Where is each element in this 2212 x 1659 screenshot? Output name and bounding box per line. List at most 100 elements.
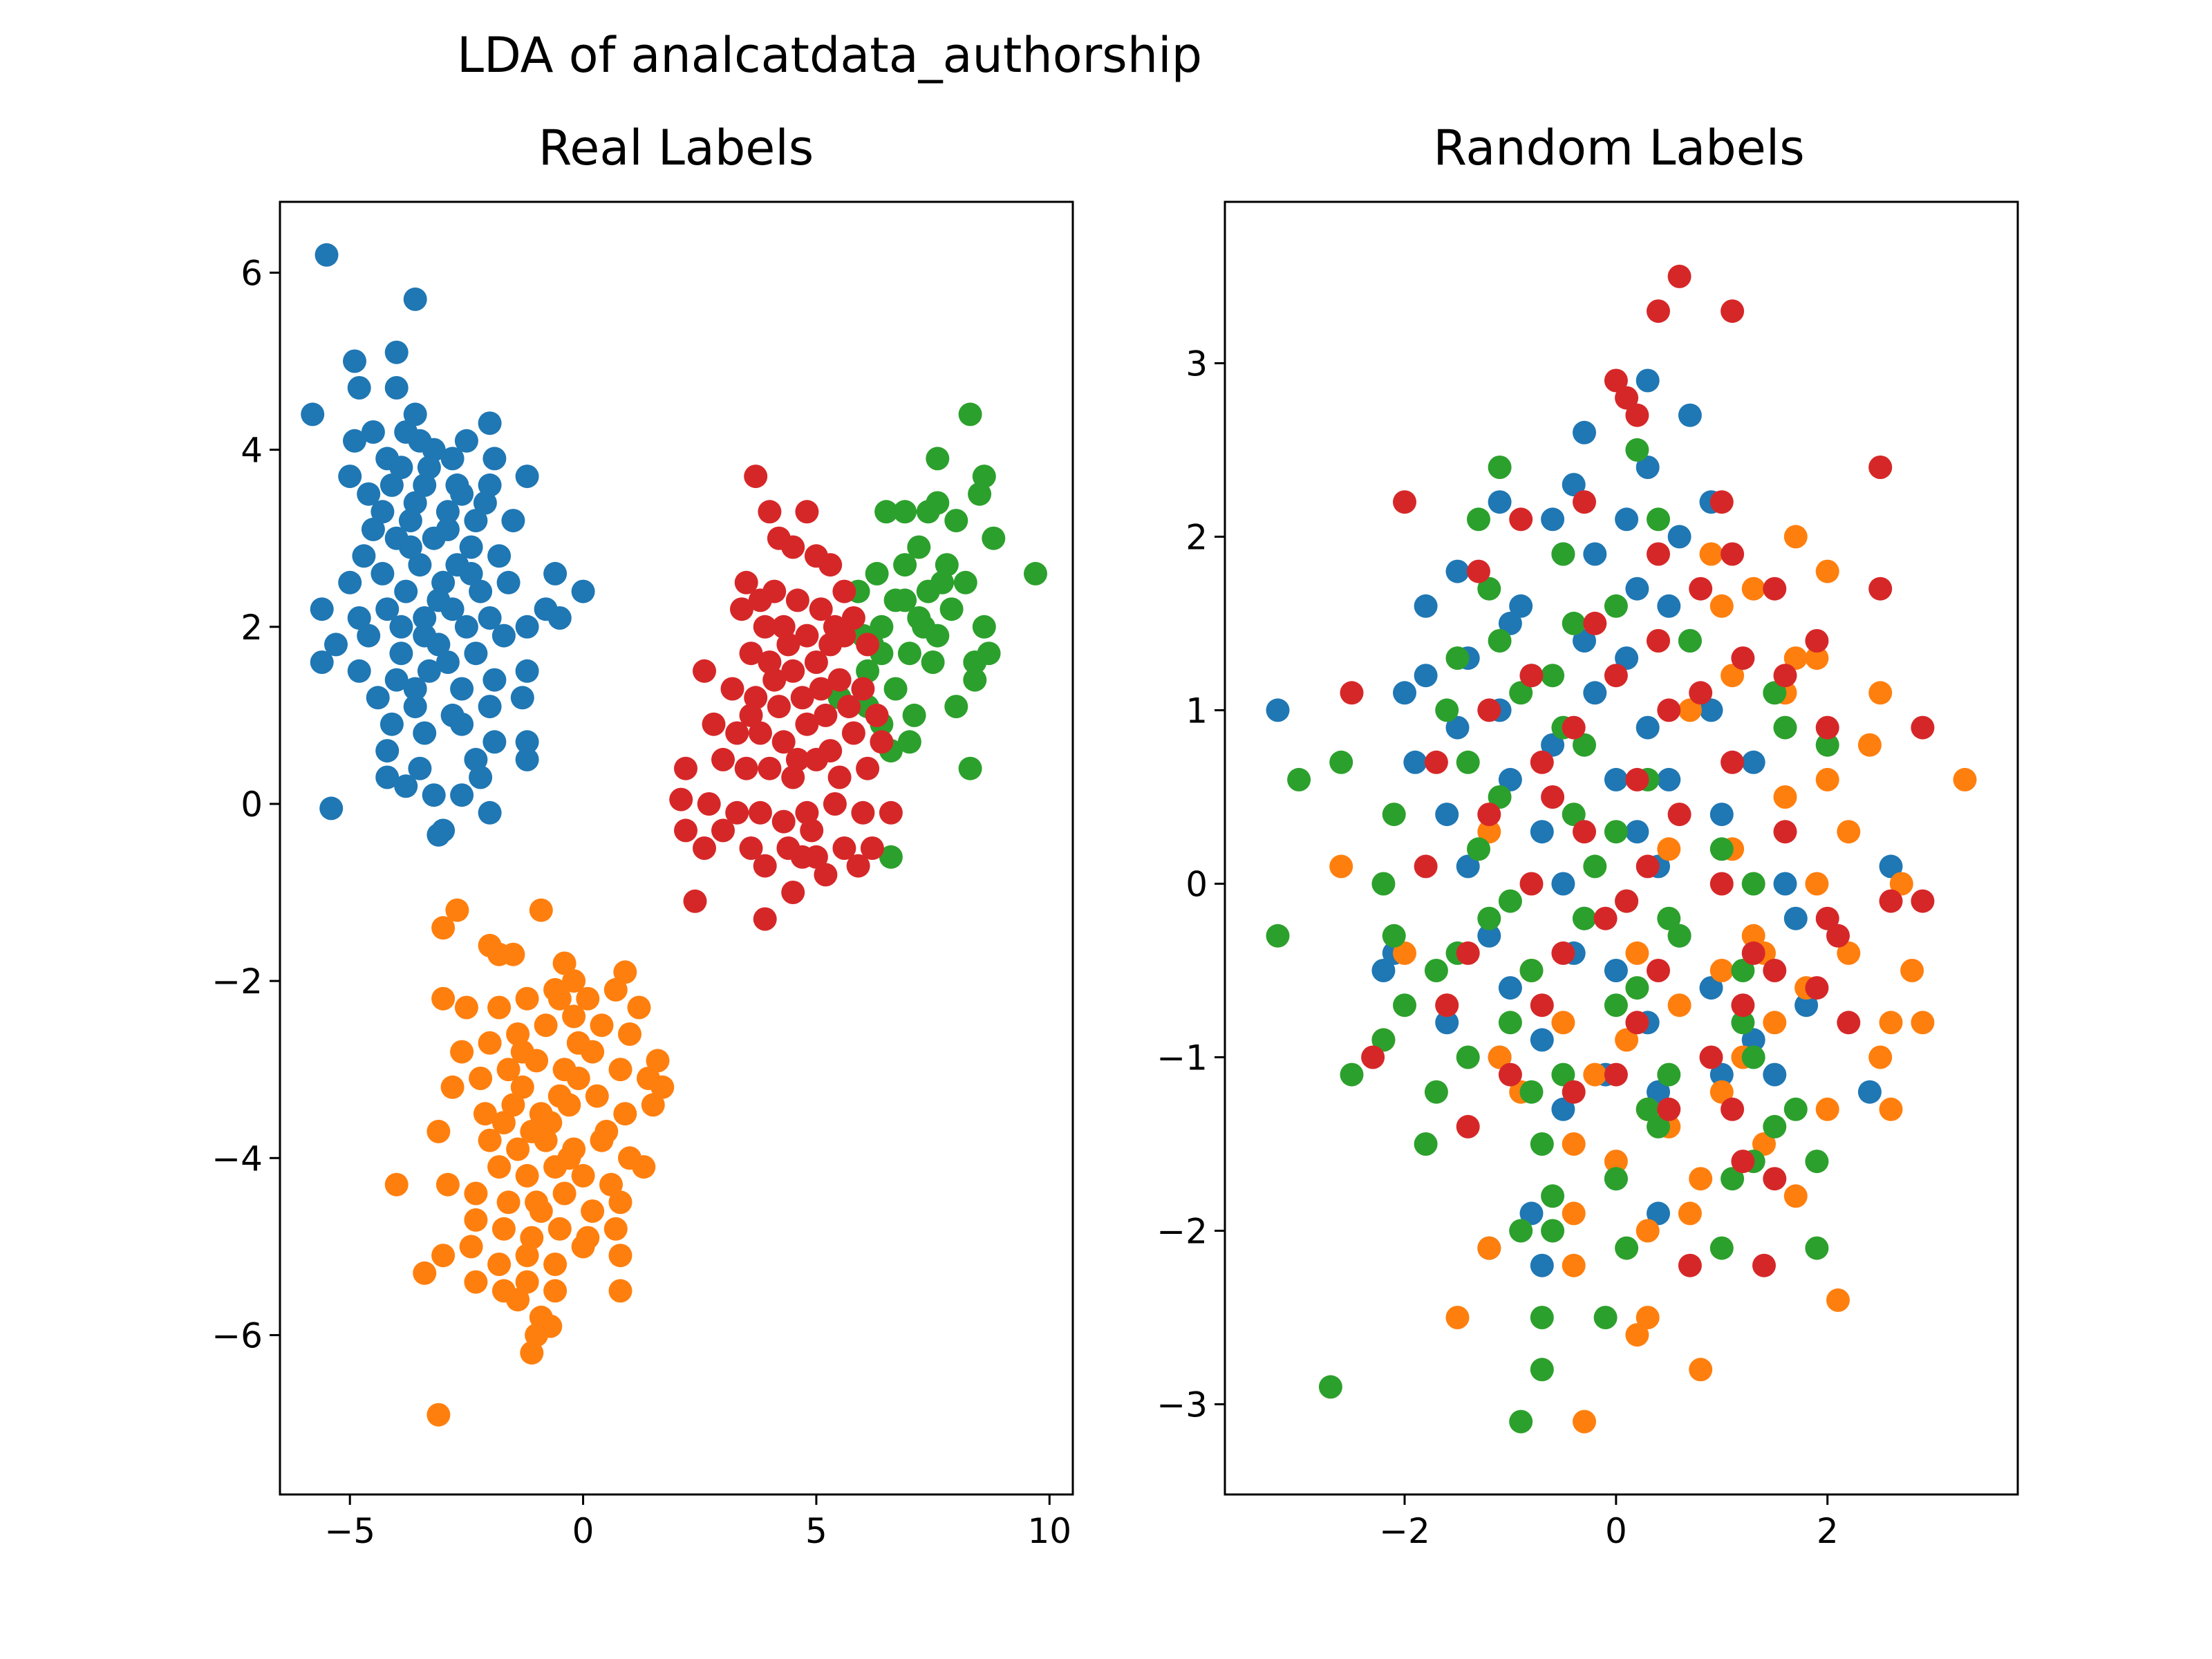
- data-point: [478, 1128, 502, 1152]
- data-point: [1721, 664, 1745, 688]
- data-point: [902, 703, 926, 727]
- data-point: [1635, 1219, 1660, 1243]
- data-point: [1699, 1045, 1723, 1069]
- data-point: [1857, 733, 1882, 757]
- data-point: [1709, 959, 1734, 982]
- data-point: [804, 650, 828, 674]
- data-point: [310, 597, 334, 621]
- data-point: [403, 491, 427, 515]
- data-point: [1647, 299, 1670, 324]
- data-point: [473, 1102, 497, 1126]
- y-tick-label: 6: [241, 253, 263, 293]
- data-point: [445, 473, 469, 497]
- data-point: [1635, 368, 1660, 393]
- data-point: [1783, 1184, 1808, 1208]
- data-point: [1709, 872, 1734, 896]
- data-point: [1741, 872, 1765, 896]
- data-point: [450, 677, 474, 701]
- data-point: [547, 986, 572, 1011]
- data-point: [669, 787, 693, 812]
- y-tick-label: 1: [1185, 691, 1208, 731]
- data-point: [1340, 681, 1364, 705]
- data-point: [837, 695, 861, 719]
- data-point: [1456, 854, 1480, 879]
- data-point: [1393, 490, 1416, 514]
- data-point: [562, 1004, 586, 1029]
- data-point: [1763, 1114, 1787, 1138]
- data-point: [417, 659, 441, 683]
- data-point: [1604, 820, 1628, 844]
- data-point: [1657, 906, 1681, 930]
- data-point: [1709, 594, 1734, 618]
- data-point: [501, 942, 525, 966]
- data-point: [832, 836, 856, 860]
- data-point: [1541, 507, 1565, 532]
- data-point: [1773, 715, 1797, 740]
- data-point: [478, 473, 502, 497]
- data-point: [1604, 594, 1628, 618]
- data-point: [1340, 1062, 1364, 1087]
- figure-suptitle: LDA of analcatdata_authorship: [457, 27, 1202, 84]
- data-point: [1414, 664, 1438, 688]
- data-point: [958, 756, 982, 780]
- data-point: [1435, 993, 1459, 1018]
- data-point: [435, 500, 460, 524]
- data-point: [1773, 872, 1797, 896]
- data-point: [384, 340, 409, 364]
- data-point: [771, 615, 796, 639]
- data-point: [879, 845, 903, 869]
- data-point: [1604, 368, 1628, 393]
- data-point: [1783, 525, 1808, 549]
- data-point: [1562, 1080, 1586, 1104]
- data-point: [413, 1261, 437, 1285]
- data-point: [739, 836, 763, 860]
- data-point: [1879, 854, 1903, 879]
- data-point: [814, 703, 838, 727]
- data-point: [1530, 750, 1554, 774]
- data-point: [912, 615, 936, 639]
- data-point: [1911, 889, 1935, 913]
- data-point: [1477, 906, 1501, 930]
- data-point: [1815, 767, 1839, 791]
- data-point: [389, 456, 413, 480]
- data-point: [1382, 803, 1406, 827]
- data-point: [487, 995, 512, 1020]
- data-point: [1647, 1114, 1670, 1138]
- data-point: [599, 1172, 623, 1197]
- data-point: [459, 561, 483, 585]
- data-point: [478, 800, 502, 825]
- data-point: [758, 650, 782, 674]
- data-point: [1647, 507, 1670, 532]
- y-tick-label: 2: [241, 608, 263, 648]
- data-point: [1689, 1358, 1713, 1382]
- x-tick-label: −2: [1379, 1511, 1430, 1551]
- data-point: [1604, 664, 1628, 688]
- data-point: [1667, 525, 1691, 549]
- data-point: [767, 695, 791, 719]
- data-point: [1318, 1375, 1342, 1399]
- data-point: [1868, 1045, 1893, 1069]
- data-point: [1488, 490, 1512, 514]
- data-point: [520, 1341, 544, 1365]
- data-point: [1625, 1011, 1649, 1035]
- data-point: [1456, 1045, 1480, 1069]
- data-point: [1657, 594, 1681, 618]
- data-point: [347, 659, 371, 683]
- data-point: [758, 500, 782, 524]
- data-point: [1551, 941, 1575, 965]
- data-point: [1625, 976, 1649, 1000]
- data-point: [459, 535, 483, 559]
- data-point: [1647, 1201, 1670, 1226]
- y-tick-label: 0: [1185, 864, 1208, 904]
- series-1: [301, 243, 595, 847]
- y-tick-label: 4: [241, 431, 263, 471]
- data-point: [1647, 542, 1670, 566]
- data-point: [310, 650, 334, 674]
- data-point: [1815, 715, 1839, 740]
- data-point: [1456, 941, 1480, 965]
- data-point: [1488, 1045, 1512, 1069]
- data-point: [711, 818, 735, 843]
- data-point: [1562, 473, 1586, 497]
- data-point: [944, 695, 968, 719]
- data-point: [408, 429, 432, 453]
